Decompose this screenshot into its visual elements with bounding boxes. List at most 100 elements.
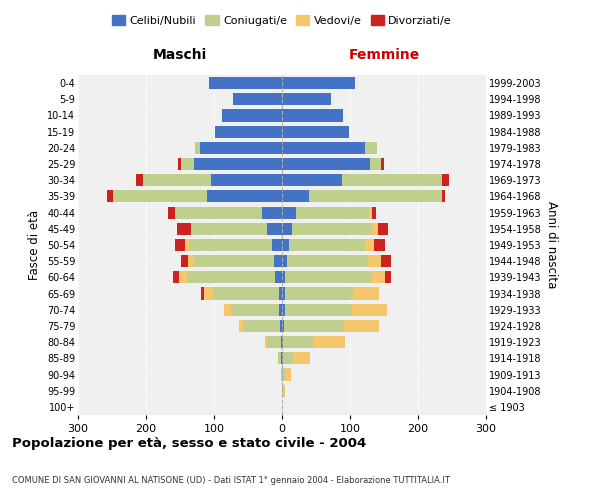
Bar [200, 142, 282, 154]
Bar [282, 352, 283, 364]
Bar [173, 272, 179, 283]
Bar [201, 288, 205, 300]
Bar [442, 190, 445, 202]
Bar [168, 206, 175, 218]
Bar [224, 304, 231, 316]
Bar [267, 222, 282, 235]
Bar [282, 255, 287, 268]
Y-axis label: Anni di nascita: Anni di nascita [545, 202, 558, 288]
Bar [374, 239, 385, 251]
Bar [280, 320, 282, 332]
Bar [282, 93, 331, 106]
Bar [282, 142, 365, 154]
Bar [282, 126, 349, 138]
Bar [282, 110, 343, 122]
Bar [344, 320, 379, 332]
Bar [342, 174, 442, 186]
Bar [286, 304, 352, 316]
Bar [194, 255, 274, 268]
Bar [287, 255, 368, 268]
Bar [178, 158, 181, 170]
Bar [380, 158, 384, 170]
Bar [289, 239, 365, 251]
Bar [296, 206, 369, 218]
Text: Maschi: Maschi [153, 48, 207, 62]
Bar [278, 304, 282, 316]
Bar [278, 352, 281, 364]
Bar [373, 272, 385, 283]
Bar [113, 190, 207, 202]
Bar [215, 126, 282, 138]
Bar [282, 190, 309, 202]
Bar [378, 222, 388, 235]
Bar [282, 239, 289, 251]
Bar [369, 206, 373, 218]
Text: COMUNE DI SAN GIOVANNI AL NATISONE (UD) - Dati ISTAT 1° gennaio 2004 - Elaborazi: COMUNE DI SAN GIOVANNI AL NATISONE (UD) … [12, 476, 450, 485]
Bar [239, 320, 242, 332]
Bar [265, 336, 267, 348]
Bar [282, 158, 370, 170]
Bar [194, 158, 282, 170]
Bar [209, 77, 282, 89]
Bar [222, 110, 282, 122]
Bar [309, 190, 442, 202]
Legend: Celibi/Nubili, Coniugati/e, Vedovi/e, Divorziati/e: Celibi/Nubili, Coniugati/e, Vedovi/e, Di… [107, 10, 457, 30]
Bar [143, 174, 211, 186]
Bar [281, 368, 282, 380]
Bar [314, 336, 344, 348]
Bar [185, 239, 189, 251]
Bar [373, 206, 376, 218]
Bar [292, 222, 373, 235]
Bar [282, 288, 286, 300]
Bar [442, 174, 449, 186]
Bar [275, 272, 282, 283]
Bar [212, 288, 278, 300]
Bar [278, 288, 282, 300]
Bar [175, 239, 185, 251]
Bar [207, 190, 282, 202]
Bar [189, 239, 272, 251]
Bar [107, 190, 113, 202]
Bar [211, 174, 282, 186]
Bar [177, 222, 191, 235]
Bar [242, 320, 280, 332]
Bar [286, 368, 291, 380]
Bar [191, 222, 267, 235]
Bar [282, 222, 292, 235]
Bar [181, 158, 194, 170]
Bar [195, 142, 200, 154]
Bar [187, 272, 275, 283]
Bar [282, 174, 342, 186]
Bar [267, 336, 281, 348]
Bar [231, 304, 278, 316]
Bar [175, 206, 262, 218]
Bar [365, 239, 374, 251]
Bar [284, 320, 344, 332]
Bar [282, 206, 296, 218]
Bar [188, 255, 194, 268]
Bar [272, 239, 282, 251]
Bar [233, 93, 282, 106]
Bar [282, 384, 283, 397]
Bar [286, 288, 353, 300]
Bar [262, 206, 282, 218]
Bar [282, 304, 286, 316]
Bar [282, 336, 283, 348]
Bar [368, 255, 381, 268]
Bar [283, 384, 285, 397]
Bar [281, 336, 282, 348]
Bar [136, 174, 143, 186]
Bar [373, 222, 378, 235]
Bar [282, 320, 284, 332]
Bar [283, 352, 293, 364]
Bar [179, 272, 187, 283]
Bar [370, 158, 380, 170]
Bar [282, 272, 286, 283]
Bar [293, 352, 310, 364]
Bar [282, 77, 355, 89]
Bar [181, 255, 188, 268]
Bar [281, 352, 282, 364]
Bar [286, 272, 373, 283]
Y-axis label: Fasce di età: Fasce di età [28, 210, 41, 280]
Bar [381, 255, 391, 268]
